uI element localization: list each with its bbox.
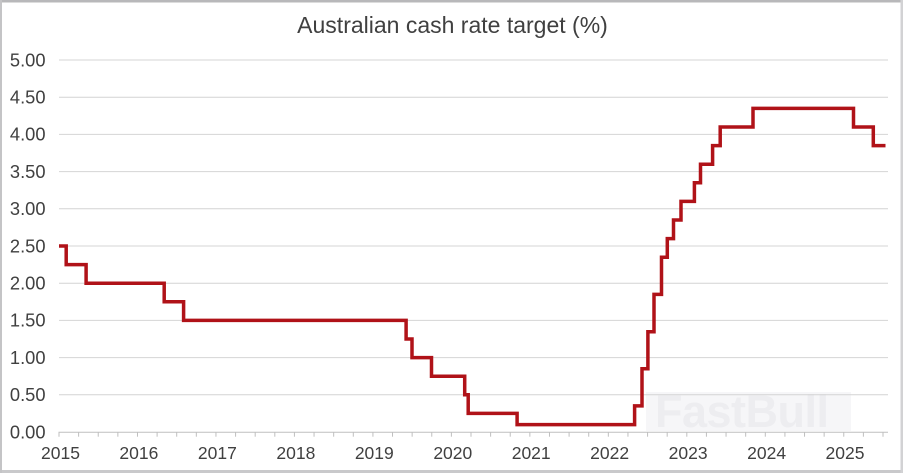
svg-text:2017: 2017	[198, 443, 237, 463]
svg-text:5.00: 5.00	[10, 49, 46, 70]
svg-text:2021: 2021	[512, 443, 551, 463]
svg-text:Australian cash rate target (%: Australian cash rate target (%)	[297, 12, 608, 38]
svg-text:FastBull: FastBull	[655, 386, 829, 437]
svg-text:0.50: 0.50	[10, 384, 46, 405]
svg-text:1.50: 1.50	[10, 310, 46, 331]
svg-text:4.50: 4.50	[10, 87, 46, 108]
svg-text:3.00: 3.00	[10, 198, 46, 219]
svg-text:2022: 2022	[590, 443, 629, 463]
svg-text:3.50: 3.50	[10, 161, 46, 182]
svg-text:2.00: 2.00	[10, 273, 46, 294]
svg-text:0.00: 0.00	[10, 421, 46, 442]
svg-text:2018: 2018	[276, 443, 315, 463]
svg-text:1.00: 1.00	[10, 347, 46, 368]
svg-text:2.50: 2.50	[10, 235, 46, 256]
svg-text:2024: 2024	[747, 443, 786, 463]
svg-text:2025: 2025	[826, 443, 865, 463]
svg-text:2020: 2020	[433, 443, 472, 463]
svg-text:4.00: 4.00	[10, 124, 46, 145]
svg-text:2015: 2015	[41, 443, 80, 463]
svg-text:2019: 2019	[355, 443, 394, 463]
svg-text:2016: 2016	[119, 443, 158, 463]
svg-text:2023: 2023	[669, 443, 708, 463]
